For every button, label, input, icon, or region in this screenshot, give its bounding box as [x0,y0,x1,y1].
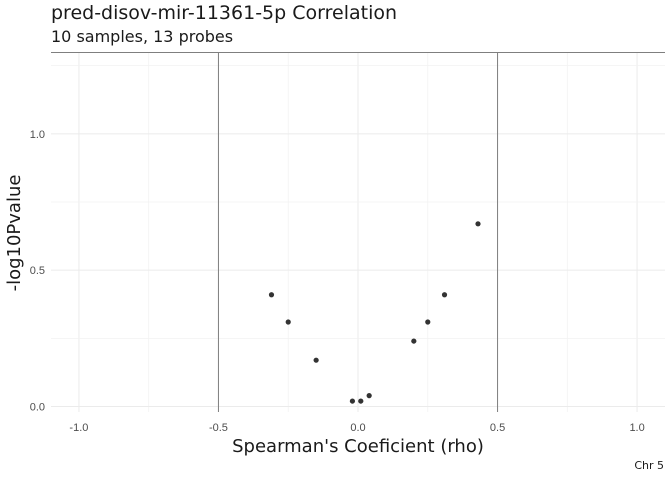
y-axis-title: -log10Pvalue [4,175,25,292]
data-point [285,319,291,325]
x-tick-label: 0.0 [350,422,365,434]
y-tick-labels: 0.0 0.5 1.0 [30,129,45,414]
data-point [349,398,356,404]
chart-caption: Chr 5 [634,459,664,472]
data-point [268,292,275,298]
y-tick-label: 0.5 [30,265,45,277]
x-tick-labels: -1.0 -0.5 0.0 0.5 1.0 [69,422,644,434]
chart-title: pred-disov-mir-11361-5p Correlation [51,2,398,24]
data-point [313,357,319,363]
reference-lines [51,52,665,412]
points-layer [268,221,481,404]
grid-layer [51,52,665,412]
chart-subtitle: 10 samples, 13 probes [51,27,234,46]
x-tick-label: 0.5 [490,422,505,434]
data-point [358,398,364,404]
data-point [366,393,372,399]
x-tick-label: -1.0 [69,422,88,434]
y-tick-label: 1.0 [30,129,45,141]
data-point [475,221,481,227]
y-tick-label: 0.0 [30,402,45,414]
x-tick-label: 1.0 [629,422,644,434]
data-point [441,292,448,298]
x-tick-label: -0.5 [209,422,228,434]
data-point [425,319,431,325]
x-axis-title: Spearman's Coeficient (rho) [232,436,484,457]
data-point [411,338,417,344]
